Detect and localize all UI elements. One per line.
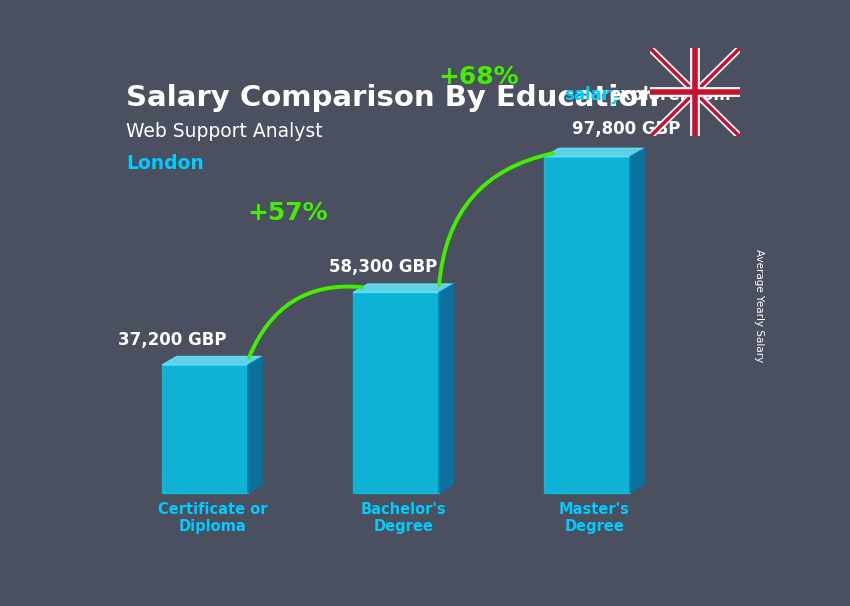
Text: Bachelor's
Degree: Bachelor's Degree xyxy=(360,502,446,534)
Text: Average Yearly Salary: Average Yearly Salary xyxy=(754,250,763,362)
Text: +68%: +68% xyxy=(439,65,519,90)
Text: Web Support Analyst: Web Support Analyst xyxy=(126,122,323,141)
Polygon shape xyxy=(439,284,453,493)
Polygon shape xyxy=(162,356,263,365)
Text: London: London xyxy=(126,155,204,173)
Polygon shape xyxy=(162,365,248,493)
Polygon shape xyxy=(354,293,439,493)
Polygon shape xyxy=(544,148,644,157)
Text: Salary Comparison By Education: Salary Comparison By Education xyxy=(126,84,659,112)
Text: Master's
Degree: Master's Degree xyxy=(559,502,630,534)
Text: +57%: +57% xyxy=(247,201,328,225)
Polygon shape xyxy=(354,284,453,293)
FancyArrowPatch shape xyxy=(439,153,552,285)
Text: 97,800 GBP: 97,800 GBP xyxy=(573,120,681,138)
Polygon shape xyxy=(544,157,630,493)
Text: salary: salary xyxy=(564,86,621,104)
Text: explorer.com: explorer.com xyxy=(609,86,731,104)
Text: 37,200 GBP: 37,200 GBP xyxy=(118,330,226,348)
Text: Certificate or
Diploma: Certificate or Diploma xyxy=(157,502,267,534)
FancyArrowPatch shape xyxy=(249,287,362,358)
Text: 58,300 GBP: 58,300 GBP xyxy=(329,258,437,276)
Polygon shape xyxy=(630,148,644,493)
Polygon shape xyxy=(248,356,263,493)
